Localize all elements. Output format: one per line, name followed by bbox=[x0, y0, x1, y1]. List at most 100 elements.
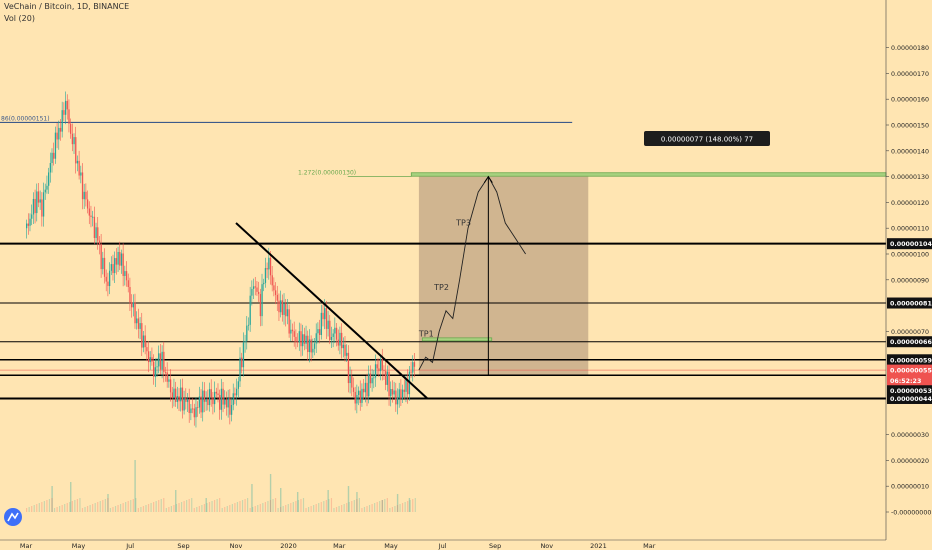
y-tick-label: 0.00000150 bbox=[891, 123, 929, 130]
candle-body bbox=[56, 132, 58, 140]
candle-body bbox=[70, 123, 72, 134]
candle-body bbox=[373, 377, 375, 379]
candle-body bbox=[381, 359, 383, 371]
candle-body bbox=[278, 300, 280, 313]
candle-body bbox=[100, 244, 102, 270]
candle-body bbox=[261, 284, 263, 317]
x-tick-label: May bbox=[72, 542, 86, 550]
volume-bar bbox=[104, 499, 106, 512]
volume-bar bbox=[130, 500, 132, 512]
candle-body bbox=[181, 387, 184, 411]
candle-body bbox=[178, 396, 180, 402]
candle-body bbox=[330, 336, 333, 340]
candle-body bbox=[291, 329, 294, 332]
projection-path[interactable] bbox=[418, 175, 526, 371]
y-tick-label: 0.00000140 bbox=[891, 148, 929, 155]
candle-body bbox=[147, 351, 150, 363]
volume-bar bbox=[102, 500, 104, 512]
volume-bar bbox=[43, 501, 45, 512]
candle-body bbox=[344, 344, 346, 356]
candle-body bbox=[95, 227, 97, 238]
volume-bar bbox=[191, 498, 193, 512]
volume-bar bbox=[356, 492, 358, 512]
price-badge-label: 0.00000066 bbox=[890, 339, 932, 346]
volume-bar bbox=[142, 506, 145, 512]
price-badge-bg bbox=[887, 336, 932, 348]
candle-body bbox=[134, 302, 136, 324]
volume-bar bbox=[69, 502, 71, 512]
x-tick-label: Sep bbox=[177, 542, 189, 550]
candle-body bbox=[190, 408, 192, 414]
candle-body bbox=[131, 302, 133, 308]
volume-bar bbox=[219, 498, 221, 512]
volume-bar bbox=[346, 503, 348, 512]
volume-bar bbox=[134, 460, 136, 512]
candle-body bbox=[247, 324, 250, 326]
x-tick-label: Jul bbox=[125, 542, 134, 550]
candle-body bbox=[222, 388, 224, 405]
volume-bar bbox=[407, 501, 409, 512]
candle-body bbox=[354, 391, 356, 404]
volume-bar bbox=[231, 504, 233, 512]
candle-body bbox=[334, 327, 336, 334]
candle-body bbox=[110, 264, 112, 271]
volume-bar bbox=[274, 498, 277, 512]
price-badge: 0.00000059 bbox=[887, 354, 932, 366]
candle-body bbox=[320, 312, 322, 335]
x-tick-label: 2021 bbox=[590, 542, 607, 550]
volume-bar bbox=[175, 504, 178, 512]
candle-body bbox=[308, 339, 311, 353]
measure-label-bg bbox=[644, 131, 770, 146]
volume-bar bbox=[366, 506, 368, 512]
volume-bar bbox=[313, 505, 315, 512]
candle-body bbox=[207, 398, 209, 406]
volume-bar bbox=[41, 502, 43, 512]
candle-body bbox=[237, 381, 239, 389]
candle-body bbox=[412, 362, 414, 373]
tp3-label: TP3 bbox=[455, 219, 471, 228]
x-tick-label: Mar bbox=[643, 542, 656, 550]
candle-body bbox=[400, 389, 402, 399]
candle-body bbox=[202, 390, 204, 413]
price-badge-bg bbox=[887, 385, 932, 397]
candle-body bbox=[88, 208, 90, 216]
candle-body bbox=[183, 397, 185, 411]
price-badge-label: 0.00000055 bbox=[890, 368, 932, 375]
volume-bar bbox=[315, 504, 317, 512]
volume-bar bbox=[401, 503, 404, 512]
volume-bar bbox=[384, 499, 386, 512]
candle-body bbox=[161, 351, 163, 370]
price-badge-label: 0.00000059 bbox=[890, 357, 932, 364]
volume-bar bbox=[97, 502, 99, 512]
candle-body bbox=[48, 172, 50, 186]
candle-body bbox=[329, 320, 331, 340]
candle-body bbox=[103, 257, 106, 277]
volume-bar bbox=[269, 500, 272, 512]
volume-bar bbox=[178, 503, 180, 512]
volume-bar bbox=[36, 504, 38, 512]
volume-bar bbox=[247, 498, 249, 512]
price-badge-label: 0.00000053 bbox=[890, 388, 932, 395]
candle-body bbox=[166, 372, 168, 382]
volume-bar bbox=[254, 506, 256, 512]
descending-trendline[interactable] bbox=[235, 222, 429, 400]
volume-bar bbox=[70, 482, 72, 512]
candle-body bbox=[81, 172, 84, 200]
volume-bar bbox=[239, 501, 241, 512]
candle-body bbox=[327, 320, 329, 329]
volume-bar bbox=[347, 486, 350, 512]
arrow-head bbox=[483, 175, 493, 183]
volume-bar bbox=[221, 508, 223, 512]
volume-bar bbox=[155, 501, 157, 512]
candle-body bbox=[137, 318, 140, 329]
volume-bar bbox=[196, 507, 198, 512]
candle-body bbox=[383, 370, 385, 372]
volume-bar bbox=[348, 502, 350, 512]
candle-body bbox=[71, 133, 74, 145]
candle-body bbox=[171, 392, 173, 398]
volume-bar bbox=[356, 499, 358, 512]
price-badge-bg bbox=[887, 374, 932, 386]
measure-label: 0.00000077 (148.00%) 77 bbox=[644, 131, 770, 146]
candle-body bbox=[227, 398, 229, 408]
